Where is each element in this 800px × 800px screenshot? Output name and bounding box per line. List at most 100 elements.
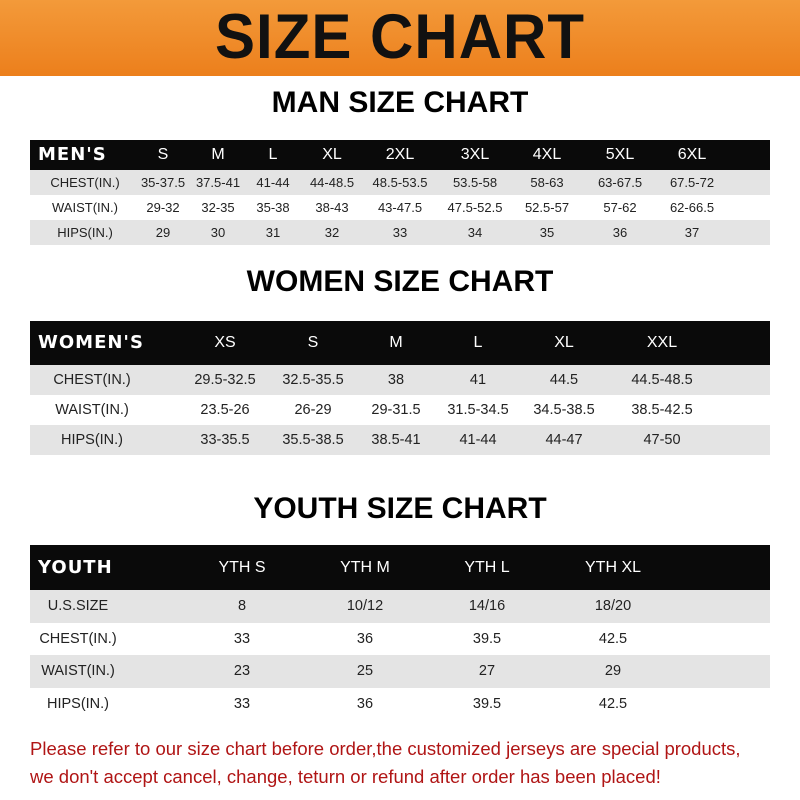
measurement-cell: 43-47.5 <box>377 200 423 215</box>
youth-header-label: YOUTH <box>38 557 113 578</box>
row-label: WAIST(IN.) <box>52 200 118 215</box>
size-header: XL <box>322 146 342 163</box>
measurement-cell: 36 <box>356 630 374 647</box>
size-header: M <box>211 146 225 163</box>
measurement-cell: 18/20 <box>594 598 632 614</box>
measurement-cell: 35 <box>539 225 555 240</box>
men-table-row: HIPS(IN.) 29 30 31 32 33 34 35 36 37 <box>30 220 770 245</box>
size-header: L <box>473 334 483 351</box>
size-header: 2XL <box>385 146 415 163</box>
measurement-cell: 42.5 <box>598 695 628 712</box>
size-header: YTH XL <box>584 559 642 576</box>
measurement-cell: 63-67.5 <box>597 175 643 190</box>
measurement-cell: 42.5 <box>598 630 628 647</box>
measurement-cell: 33 <box>233 630 251 647</box>
row-label: CHEST(IN.) <box>39 630 117 647</box>
measurement-cell: 35-37.5 <box>140 175 186 190</box>
measurement-cell: 29 <box>604 663 622 679</box>
size-header: 3XL <box>460 146 490 163</box>
measurement-cell: 31.5-34.5 <box>447 402 509 418</box>
measurement-cell: 47.5-52.5 <box>447 200 503 215</box>
measurement-cell: 53.5-58 <box>452 175 498 190</box>
youth-table-row: CHEST(IN.) 33 36 39.5 42.5 <box>30 622 770 655</box>
measurement-cell: 27 <box>478 663 496 679</box>
row-label: CHEST(IN.) <box>50 175 120 190</box>
measurement-cell: 36 <box>612 225 628 240</box>
row-label: WAIST(IN.) <box>55 402 129 418</box>
size-header: XL <box>554 334 574 351</box>
men-table-row: WAIST(IN.) 29-32 32-35 35-38 38-43 43-47.5 47.… <box>30 195 770 220</box>
measurement-cell: 41-44 <box>459 432 497 448</box>
youth-header-row: YOUTH YTH S YTH M YTH L YTH XL <box>30 545 770 590</box>
measurement-cell: 44-47 <box>545 432 583 448</box>
men-header-row: MEN'S S M L XL 2XL 3XL 4XL 5XL 6XL <box>30 140 770 170</box>
women-table-row: HIPS(IN.) 33-35.5 35.5-38.5 38.5-41 41-44 44-… <box>30 425 770 455</box>
size-header: 5XL <box>605 146 635 163</box>
size-header: L <box>268 146 278 163</box>
measurement-cell: 39.5 <box>472 695 502 712</box>
men-table-row: CHEST(IN.) 35-37.5 37.5-41 41-44 44-48.5 48.5… <box>30 170 770 195</box>
women-section-title: WOMEN SIZE CHART <box>246 265 554 298</box>
measurement-cell: 26-29 <box>294 402 332 418</box>
measurement-cell: 41 <box>469 372 487 388</box>
measurement-cell: 10/12 <box>346 598 384 614</box>
size-header: M <box>389 334 403 351</box>
row-label: HIPS(IN.) <box>60 432 124 448</box>
notice-text: Please refer to our size chart before or… <box>30 735 790 791</box>
measurement-cell: 44.5 <box>549 372 579 388</box>
measurement-cell: 29-31.5 <box>371 402 421 418</box>
youth-section-title: YOUTH SIZE CHART <box>253 492 547 525</box>
measurement-cell: 58-63 <box>530 175 564 190</box>
size-header: XXL <box>646 334 678 351</box>
measurement-cell: 37 <box>684 225 700 240</box>
measurement-cell: 36 <box>356 695 374 712</box>
measurement-cell: 44-48.5 <box>309 175 355 190</box>
measurement-cell: 29 <box>155 225 171 240</box>
men-header-label: MEN'S <box>38 144 107 165</box>
measurement-cell: 38 <box>387 372 405 388</box>
measurement-cell: 39.5 <box>472 630 502 647</box>
row-label: CHEST(IN.) <box>53 372 131 388</box>
row-label: U.S.SIZE <box>47 598 109 614</box>
row-label: HIPS(IN.) <box>57 225 113 240</box>
row-label: WAIST(IN.) <box>41 663 115 679</box>
measurement-cell: 32-35 <box>201 200 235 215</box>
size-header: S <box>157 146 169 163</box>
measurement-cell: 41-44 <box>256 175 290 190</box>
measurement-cell: 25 <box>356 663 374 679</box>
measurement-cell: 38-43 <box>315 200 349 215</box>
measurement-cell: 29-32 <box>146 200 180 215</box>
measurement-cell: 32 <box>324 225 340 240</box>
measurement-cell: 35-38 <box>256 200 290 215</box>
measurement-cell: 33 <box>233 695 251 712</box>
measurement-cell: 37.5-41 <box>195 175 241 190</box>
size-header: S <box>307 334 319 351</box>
notice-line-1: Please refer to our size chart before or… <box>30 738 741 759</box>
size-header: YTH L <box>464 559 510 576</box>
measurement-cell: 32.5-35.5 <box>282 372 344 388</box>
men-section-title: MAN SIZE CHART <box>271 86 529 119</box>
measurement-cell: 30 <box>210 225 226 240</box>
women-table-row: WAIST(IN.) 23.5-26 26-29 29-31.5 31.5-34.5 34… <box>30 395 770 425</box>
measurement-cell: 8 <box>237 598 247 614</box>
women-header-label: WOMEN'S <box>38 332 144 353</box>
measurement-cell: 31 <box>265 225 281 240</box>
measurement-cell: 38.5-42.5 <box>631 402 693 418</box>
measurement-cell: 23 <box>233 663 251 679</box>
size-header: YTH S <box>218 559 266 576</box>
youth-table-row: HIPS(IN.) 33 36 39.5 42.5 <box>30 687 770 720</box>
row-label: HIPS(IN.) <box>46 695 110 712</box>
measurement-cell: 67.5-72 <box>669 175 715 190</box>
measurement-cell: 34 <box>467 225 483 240</box>
measurement-cell: 35.5-38.5 <box>282 432 344 448</box>
measurement-cell: 23.5-26 <box>200 402 250 418</box>
size-header: 4XL <box>532 146 562 163</box>
notice-line-2: we don't accept cancel, change, teturn o… <box>30 766 661 787</box>
measurement-cell: 52.5-57 <box>524 200 570 215</box>
measurement-cell: 57-62 <box>603 200 637 215</box>
title-banner: SIZE CHART <box>0 0 800 76</box>
women-header-row: WOMEN'S XS S M L XL XXL <box>30 321 770 365</box>
measurement-cell: 33-35.5 <box>200 432 250 448</box>
measurement-cell: 29.5-32.5 <box>194 372 256 388</box>
